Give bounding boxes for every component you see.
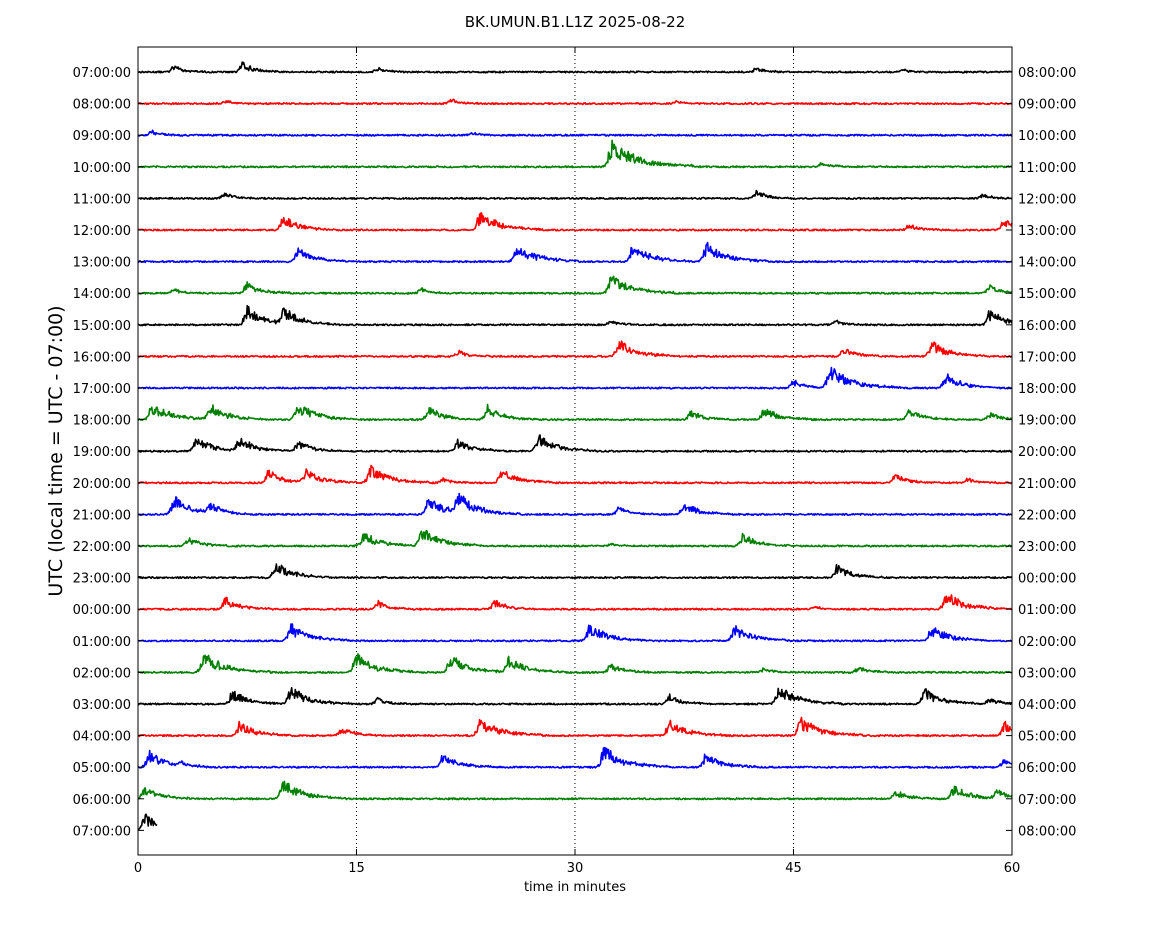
y-tick-label-left: 23:00:00 bbox=[73, 572, 131, 587]
trace-row-1 bbox=[137, 98, 1013, 106]
x-tick-label: 45 bbox=[785, 861, 802, 876]
y-tick-label-left: 02:00:00 bbox=[73, 666, 131, 681]
y-tick-label-right: 20:00:00 bbox=[1018, 445, 1076, 460]
y-axis-label: UTC (local time = UTC - 07:00) bbox=[45, 305, 67, 596]
trace-row-21 bbox=[137, 716, 1013, 738]
y-tick-label-left: 16:00:00 bbox=[73, 350, 131, 365]
y-tick-label-right: 08:00:00 bbox=[1018, 66, 1076, 81]
y-tick-label-left: 21:00:00 bbox=[73, 508, 131, 523]
trace-row-14 bbox=[137, 492, 1013, 516]
trace-row-6 bbox=[137, 241, 1013, 264]
y-tick-label-left: 13:00:00 bbox=[73, 256, 131, 271]
y-tick-label-left: 18:00:00 bbox=[73, 414, 131, 429]
trace-row-20 bbox=[137, 687, 1013, 706]
x-tick-label: 15 bbox=[348, 861, 365, 876]
trace-row-22 bbox=[137, 746, 1013, 769]
y-tick-label-left: 06:00:00 bbox=[73, 793, 131, 808]
trace-row-7 bbox=[137, 275, 1013, 295]
x-axis-label: time in minutes bbox=[524, 880, 626, 895]
trace-row-19 bbox=[137, 653, 1013, 674]
y-tick-label-left: 10:00:00 bbox=[73, 161, 131, 176]
y-tick-label-right: 11:00:00 bbox=[1018, 161, 1076, 176]
trace-row-5 bbox=[137, 212, 1013, 232]
trace-row-3 bbox=[137, 139, 1013, 169]
y-tick-label-left: 20:00:00 bbox=[73, 477, 131, 492]
y-tick-label-right: 10:00:00 bbox=[1018, 129, 1076, 144]
x-tick-label: 60 bbox=[1004, 861, 1021, 876]
trace-row-16 bbox=[137, 563, 1013, 580]
y-tick-label-left: 08:00:00 bbox=[73, 98, 131, 113]
y-tick-label-left: 07:00:00 bbox=[73, 824, 131, 839]
y-tick-label-right: 07:00:00 bbox=[1018, 793, 1076, 808]
trace-row-8 bbox=[137, 304, 1013, 327]
y-tick-label-left: 19:00:00 bbox=[73, 445, 131, 460]
seismic-traces bbox=[137, 61, 1013, 831]
y-tick-label-right: 13:00:00 bbox=[1018, 224, 1076, 239]
y-tick-label-right: 23:00:00 bbox=[1018, 540, 1076, 555]
y-tick-label-left: 03:00:00 bbox=[73, 698, 131, 713]
y-tick-label-right: 15:00:00 bbox=[1018, 287, 1076, 302]
y-tick-label-right: 12:00:00 bbox=[1018, 192, 1076, 207]
y-tick-label-left: 01:00:00 bbox=[73, 635, 131, 650]
y-tick-label-left: 07:00:00 bbox=[73, 66, 131, 81]
trace-row-24 bbox=[137, 813, 158, 831]
y-tick-label-left: 05:00:00 bbox=[73, 761, 131, 776]
y-tick-label-left: 17:00:00 bbox=[73, 382, 131, 397]
y-tick-label-left: 00:00:00 bbox=[73, 603, 131, 618]
y-tick-label-right: 09:00:00 bbox=[1018, 98, 1076, 113]
y-tick-label-left: 22:00:00 bbox=[73, 540, 131, 555]
y-tick-label-right: 06:00:00 bbox=[1018, 761, 1076, 776]
y-tick-label-right: 18:00:00 bbox=[1018, 382, 1076, 397]
trace-row-9 bbox=[137, 340, 1013, 358]
y-tick-label-left: 09:00:00 bbox=[73, 129, 131, 144]
y-tick-label-right: 22:00:00 bbox=[1018, 508, 1076, 523]
y-tick-label-right: 17:00:00 bbox=[1018, 350, 1076, 365]
trace-row-11 bbox=[137, 403, 1013, 422]
trace-row-4 bbox=[137, 189, 1013, 200]
y-tick-label-left: 15:00:00 bbox=[73, 319, 131, 334]
plot-frame bbox=[137, 46, 1013, 856]
trace-row-18 bbox=[137, 623, 1013, 643]
y-tick-label-left: 14:00:00 bbox=[73, 287, 131, 302]
y-tick-label-right: 05:00:00 bbox=[1018, 730, 1076, 745]
trace-row-13 bbox=[137, 464, 1013, 485]
y-tick-label-right: 04:00:00 bbox=[1018, 698, 1076, 713]
x-tick-label: 30 bbox=[567, 861, 584, 876]
x-tick-label: 0 bbox=[134, 861, 142, 876]
y-tick-label-right: 14:00:00 bbox=[1018, 256, 1076, 271]
y-tick-label-left: 04:00:00 bbox=[73, 730, 131, 745]
chart-title: BK.UMUN.B1.L1Z 2025-08-22 bbox=[465, 13, 686, 31]
trace-row-15 bbox=[137, 529, 1013, 548]
trace-row-23 bbox=[137, 780, 1013, 801]
y-tick-label-right: 01:00:00 bbox=[1018, 603, 1076, 618]
y-tick-label-right: 19:00:00 bbox=[1018, 414, 1076, 429]
axis-ticks: 0 15 30 45 60 07:00:00 08:00:00 09:00:00 10:00:0… bbox=[73, 47, 1076, 876]
y-tick-label-right: 03:00:00 bbox=[1018, 666, 1076, 681]
y-tick-label-right: 02:00:00 bbox=[1018, 635, 1076, 650]
y-tick-label-right: 21:00:00 bbox=[1018, 477, 1076, 492]
y-tick-label-right: 00:00:00 bbox=[1018, 572, 1076, 587]
trace-row-17 bbox=[137, 594, 1013, 611]
y-tick-label-right: 08:00:00 bbox=[1018, 824, 1076, 839]
trace-row-2 bbox=[137, 129, 1013, 137]
y-tick-label-right: 16:00:00 bbox=[1018, 319, 1076, 334]
trace-row-10 bbox=[137, 366, 1013, 390]
y-tick-label-left: 12:00:00 bbox=[73, 224, 131, 239]
y-tick-label-left: 11:00:00 bbox=[73, 192, 131, 207]
trace-row-0 bbox=[137, 61, 1013, 74]
trace-row-12 bbox=[137, 434, 1013, 453]
